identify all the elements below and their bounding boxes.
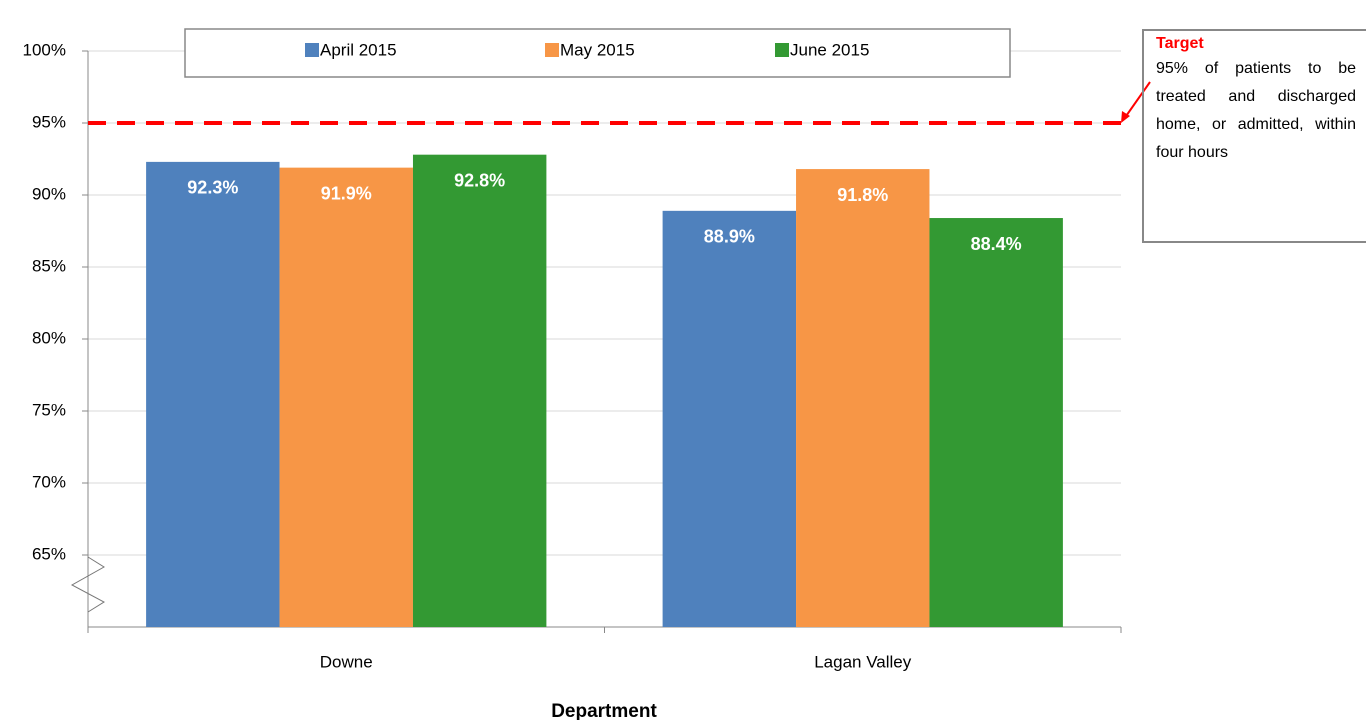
legend-swatch [545,43,559,57]
y-tick-label: 100% [23,40,66,59]
bar [796,169,930,627]
bar [146,161,280,627]
x-tick-label: Lagan Valley [814,652,912,671]
legend-label: May 2015 [560,40,635,59]
value-label: 91.9% [321,183,372,203]
bar [662,210,797,627]
y-tick-label: 75% [32,400,66,419]
x-tick-label: Downe [320,652,373,671]
value-label: 92.8% [454,170,505,190]
arrow-head [1121,111,1130,123]
value-label: 92.3% [187,178,238,198]
y-tick-label: 65% [32,544,66,563]
y-tick-label: 85% [32,256,66,275]
legend-label: April 2015 [320,40,397,59]
bar [279,167,413,627]
target-title: Target [1156,35,1204,52]
y-tick-label: 95% [32,112,66,131]
y-tick-label: 90% [32,184,66,203]
value-label: 88.4% [971,234,1022,254]
legend-label: June 2015 [790,40,869,59]
y-tick-label: 70% [32,472,66,491]
bar [929,218,1063,628]
legend-box [184,28,1011,78]
annotation-arrow [1123,81,1151,120]
target-note: Target 95% of patients to be treated and … [1142,29,1366,243]
bar [412,154,547,627]
y-tick-label: 80% [32,328,66,347]
axis-break [70,556,105,613]
legend-swatch [775,43,789,57]
target-text: 95% of patients to be treated and discha… [1156,60,1356,161]
value-label: 91.8% [837,185,888,205]
value-label: 88.9% [704,227,755,247]
legend-swatch [305,43,319,57]
x-axis-label: Department [551,701,657,720]
